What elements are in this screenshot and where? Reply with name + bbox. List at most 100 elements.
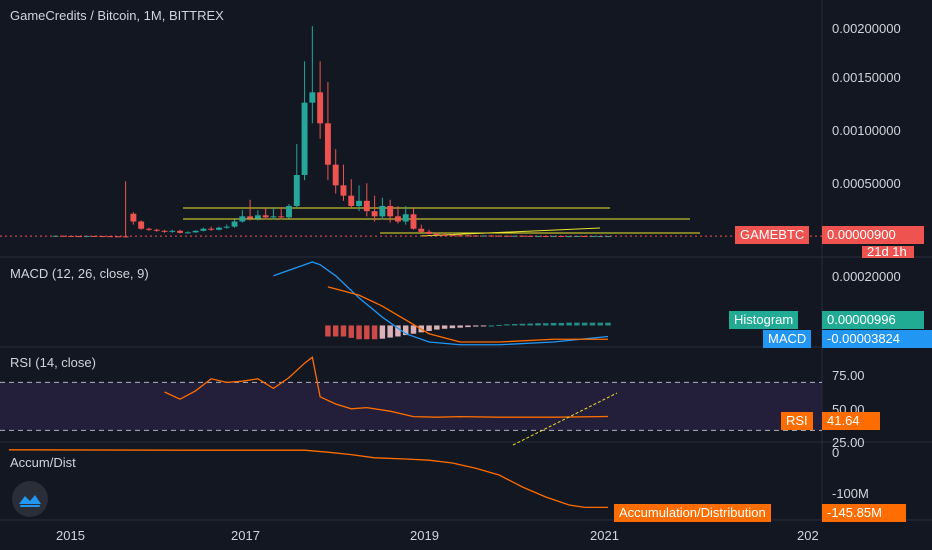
macd-label-badge: MACD [763,330,812,348]
candle-body [410,214,417,229]
candle-body [107,236,113,238]
candle-body [496,235,503,237]
candle-body [254,215,261,219]
candle-body [286,206,292,218]
candle-body [262,215,269,218]
macd-histogram-bar [340,325,347,337]
time-tick-label: 2019 [410,528,439,543]
candle-body [394,216,401,222]
rsi-line [164,356,609,418]
macd-histogram-bar [449,325,456,329]
candle-body [356,200,362,206]
rsi-label-badge: RSI [781,412,813,430]
macd-histogram-bar [332,325,339,337]
rsi-trend-line [512,392,618,446]
macd-value-badge: -0.00003824 [822,330,932,348]
candle-body [122,236,129,238]
candle-body [550,235,557,237]
candle-body [184,232,191,234]
tradingview-cloud-icon[interactable] [12,481,48,517]
candle-body [581,235,588,237]
candle-body [60,235,67,237]
candle-body [169,230,176,232]
candle-body [270,216,277,218]
candle-body [301,102,308,175]
macd-histogram-bar [566,322,572,326]
histogram-value-badge: 0.00000996 [822,311,924,329]
candle-body [114,236,121,238]
macd-histogram-bar [410,325,417,334]
time-tick-label: 202 [797,528,819,543]
macd-histogram-bar [527,323,533,326]
macd-histogram-bar [605,322,611,326]
candle-body [480,235,487,237]
candle-body [130,213,137,222]
macd-histogram-bar [402,325,409,336]
macd-histogram-bar [364,325,370,340]
time-tick-label: 2021 [590,528,619,543]
ad-pane-title: Accum/Dist [10,455,76,470]
price-tick-label: 0.00150000 [832,70,901,85]
price-tick-label: 0.00200000 [832,21,901,36]
candle-body [348,195,355,206]
macd-histogram-bar [535,323,541,326]
candle-body [589,236,596,238]
candle-body [511,235,518,237]
rsi-value-badge: 41.64 [822,412,880,430]
candle-body [239,216,246,222]
macd-histogram-bar [473,325,479,327]
macd-histogram-bar [558,322,565,326]
macd-histogram-bar [379,325,386,339]
macd-histogram-bar [589,322,596,326]
macd-line [273,261,609,346]
macd-histogram-bar [395,325,401,337]
candle-body [332,164,339,186]
macd-histogram-bar [426,325,432,331]
chart-title: GameCredits / Bitcoin, 1M, BITTREX [10,8,224,23]
macd-histogram-bar [348,325,354,338]
countdown-badge: 21d 1h [862,246,914,258]
candle-body [317,92,324,124]
candle-body [309,92,316,103]
candle-body [177,230,184,233]
macd-histogram-bar [504,324,510,326]
candle-body [99,236,106,238]
macd-tick-label: 0.00020000 [832,269,901,284]
macd-histogram-bar [581,322,588,326]
price-tick-label: 0.00050000 [832,176,901,191]
candle-body [231,221,238,227]
macd-histogram-bar [597,322,603,326]
candle-body [247,216,254,219]
candle-body [441,234,448,236]
price-tick-label: 0.00100000 [832,123,901,138]
candle-body [216,227,222,230]
candle-body [208,228,215,230]
macd-histogram-bar [519,323,526,326]
symbol-badge: GAMEBTC [735,226,810,244]
candle-body [161,230,168,232]
ad-label-badge: Accumulation/Distribution [614,504,771,522]
candle-body [145,228,152,230]
candle-body [278,216,285,218]
candle-body [426,231,433,234]
candle-body [371,211,378,217]
ad-tick-label: -100M [832,486,869,501]
macd-histogram-bar [356,325,362,340]
macd-histogram-bar [371,325,378,340]
macd-histogram-bar [496,324,502,326]
macd-histogram-bar [325,325,331,337]
candle-body [387,206,394,217]
candle-body [379,206,386,217]
candle-body [324,123,331,165]
candle-body [138,221,145,229]
candle-body [566,236,573,238]
candle-body [293,175,300,206]
candle-body [465,235,471,237]
macd-histogram-bar [387,325,393,338]
macd-histogram-bar [480,325,487,327]
candle-body [363,200,370,212]
candle-body [433,233,440,235]
rsi-tick-label: 25.00 [832,435,865,450]
time-tick-label: 2015 [56,528,85,543]
